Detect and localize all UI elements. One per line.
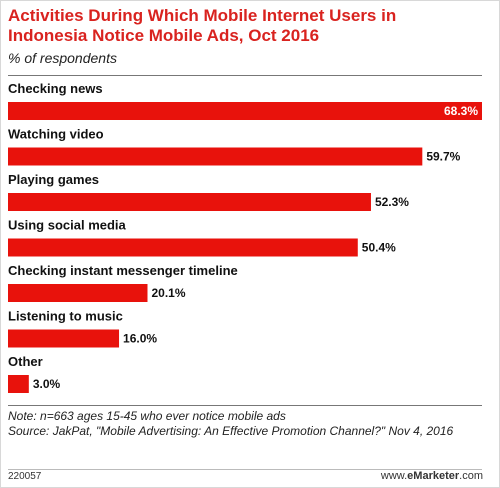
value-label: 20.1% <box>151 286 185 300</box>
category-label: Checking instant messenger timeline <box>8 263 238 278</box>
bar <box>8 147 423 166</box>
bar <box>8 193 371 211</box>
note-text: Note: n=663 ages 15-45 who ever notice m… <box>8 409 286 423</box>
category-label: Using social media <box>8 218 127 233</box>
source-text: Source: JakPat, "Mobile Advertising: An … <box>8 424 454 438</box>
bar <box>8 102 482 120</box>
header-divider <box>8 75 482 76</box>
category-label: Listening to music <box>8 309 123 324</box>
brand-name: eMarketer <box>407 470 460 482</box>
chart-notes: Note: n=663 ages 15-45 who ever notice m… <box>8 409 488 439</box>
footer-divider <box>8 405 482 406</box>
category-label: Other <box>8 354 43 369</box>
bar <box>8 375 29 393</box>
value-label: 52.3% <box>375 195 409 209</box>
value-label: 50.4% <box>362 241 396 255</box>
footer-rule <box>8 469 482 470</box>
value-label: 59.7% <box>426 150 460 164</box>
brand-url: www.eMarketer.com <box>381 470 483 482</box>
category-label: Checking news <box>8 81 103 96</box>
bar <box>8 238 358 257</box>
value-label: 16.0% <box>123 332 157 346</box>
bar <box>8 284 148 302</box>
chart-title: Activities During Which Mobile Internet … <box>8 6 397 45</box>
bar <box>8 329 120 348</box>
brand-prefix: www. <box>380 470 408 482</box>
category-label: Watching video <box>8 127 104 142</box>
chart-id: 220057 <box>8 471 42 482</box>
brand-suffix: .com <box>459 470 483 482</box>
value-label: 68.3% <box>444 104 478 118</box>
category-label: Playing games <box>8 172 99 187</box>
chart-subtitle: % of respondents <box>8 50 117 66</box>
value-label: 3.0% <box>33 377 61 391</box>
